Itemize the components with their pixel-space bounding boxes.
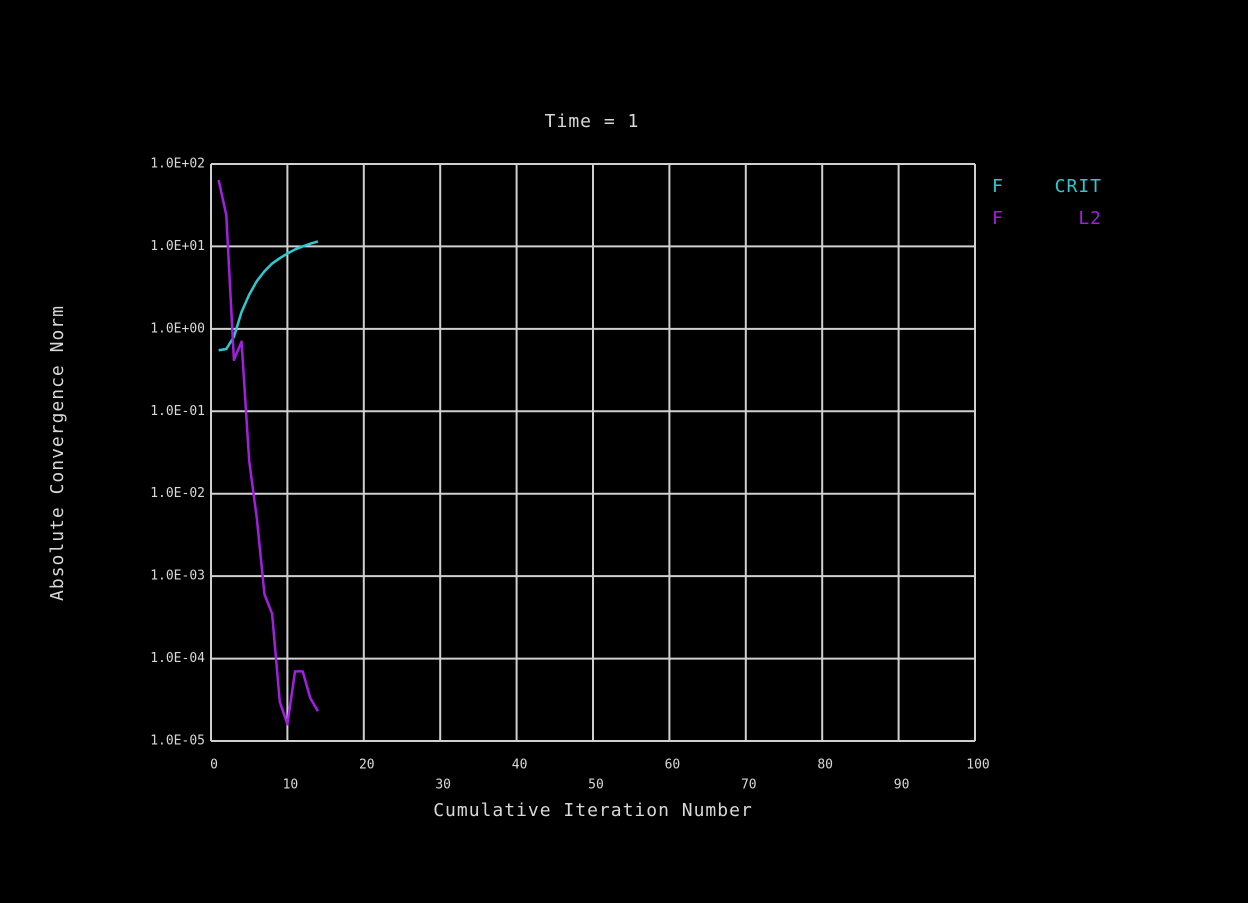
y-tick-label: 1.0E+01 — [150, 239, 205, 254]
x-tick-label: 20 — [359, 758, 375, 773]
legend-quantity: F — [992, 176, 1004, 197]
y-tick-label: 1.0E+00 — [150, 321, 205, 336]
series-line — [217, 179, 320, 726]
legend-label: L2 — [1078, 208, 1102, 229]
y-tick-label: 1.0E-05 — [150, 734, 205, 749]
x-axis-label: Cumulative Iteration Number — [433, 800, 753, 821]
y-tick-label: 1.0E-01 — [150, 404, 205, 419]
x-tick-label: 50 — [588, 778, 604, 793]
y-tick-label: 1.0E+02 — [150, 157, 205, 172]
x-tick-label: 40 — [512, 758, 528, 773]
series-line — [218, 240, 319, 352]
y-axis-label: Absolute Convergence Norm — [47, 305, 68, 601]
x-tick-label: 70 — [741, 778, 757, 793]
legend-label: CRIT — [1055, 176, 1102, 197]
x-tick-label: 80 — [817, 758, 833, 773]
x-tick-label: 60 — [665, 758, 681, 773]
x-tick-label: 0 — [210, 758, 218, 773]
y-tick-label: 1.0E-03 — [150, 569, 205, 584]
x-tick-label: 100 — [966, 758, 989, 773]
chart-title: Time = 1 — [545, 111, 640, 132]
legend-quantity: F — [992, 208, 1004, 229]
x-tick-label: 90 — [894, 778, 910, 793]
y-tick-label: 1.0E-02 — [150, 486, 205, 501]
x-tick-label: 30 — [435, 778, 451, 793]
x-tick-label: 10 — [283, 778, 299, 793]
y-tick-label: 1.0E-04 — [150, 651, 205, 666]
